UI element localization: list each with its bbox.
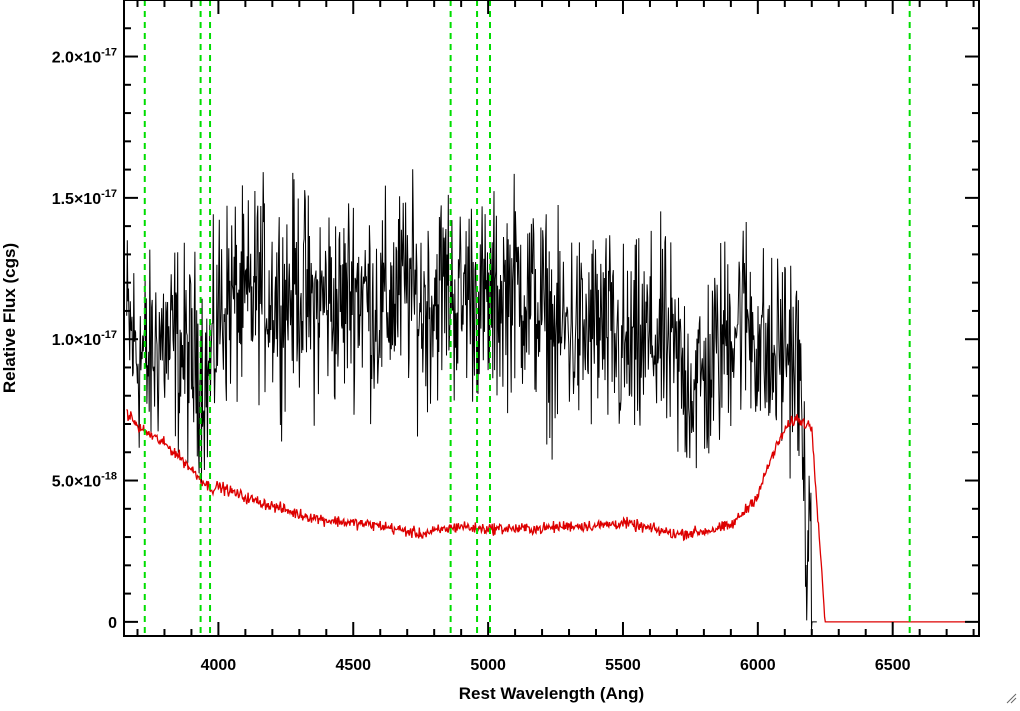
- spectrum-line-1: [126, 408, 979, 623]
- x-tick-label: 5500: [605, 657, 641, 674]
- y-tick-label: 2.0×10-17: [52, 47, 117, 67]
- spectrum-line-0: [126, 169, 817, 630]
- plot-frame: [123, 0, 980, 637]
- axes-layer: 4000 4500 5000 5500 6000 6500 0 5.0×10-18 1.0×10…: [52, 0, 980, 674]
- resize-grip-icon[interactable]: [1005, 692, 1017, 704]
- x-tick-label: 5000: [470, 657, 506, 674]
- y-tick-label: 1.5×10-17: [52, 188, 117, 208]
- x-tick-label: 6000: [740, 657, 776, 674]
- y-axis-title: Relative Flux (cgs): [0, 243, 19, 393]
- y-tick-label: 1.0×10-17: [52, 329, 117, 349]
- x-tick-label: 4500: [335, 657, 371, 674]
- x-axis-title: Rest Wavelength (Ang): [459, 684, 644, 703]
- x-tick-label: 4000: [201, 657, 237, 674]
- x-tick-label: 6500: [875, 657, 911, 674]
- plot-data-layer: [126, 0, 979, 636]
- y-tick-label: 0: [108, 615, 117, 632]
- y-tick-label: 5.0×10-18: [52, 471, 117, 491]
